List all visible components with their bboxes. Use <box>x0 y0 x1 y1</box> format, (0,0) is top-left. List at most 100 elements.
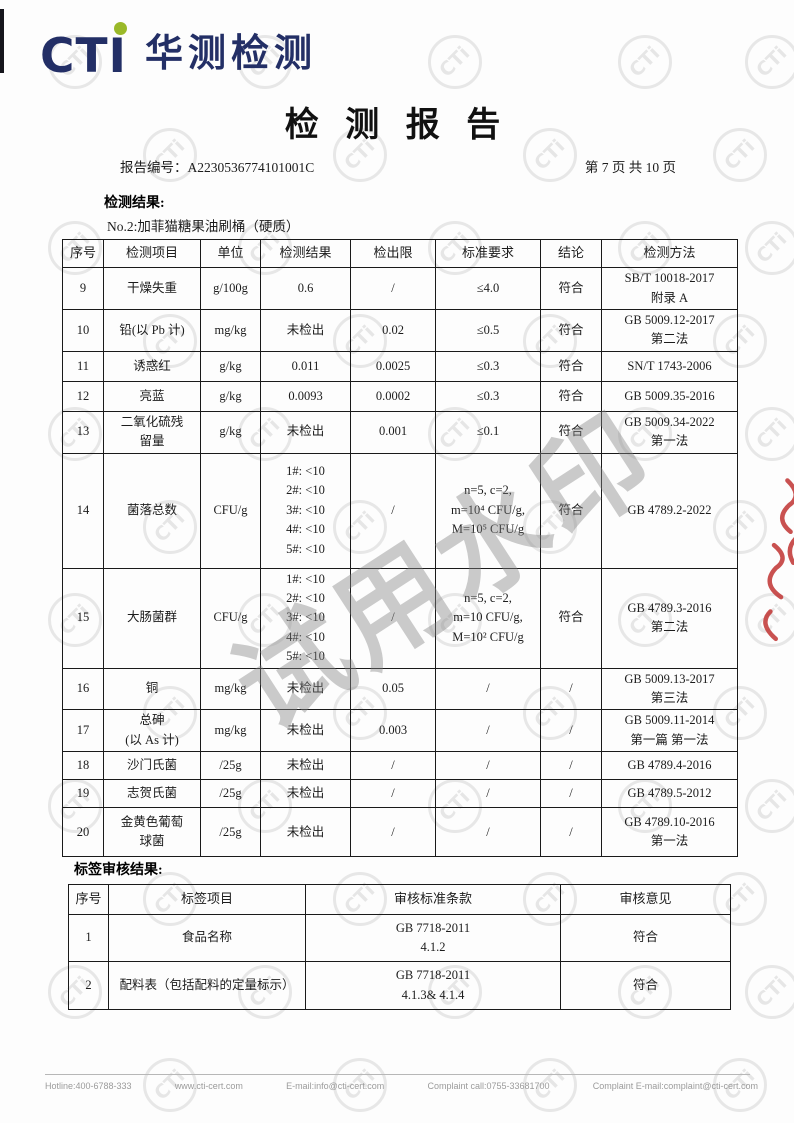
results-table: 序号 检测项目 单位 检测结果 检出限 标准要求 结论 检测方法 9 干燥失重 g/… <box>62 239 738 858</box>
cell-opinion: 符合 <box>560 914 731 962</box>
results-table-body: 9 干燥失重 g/100g 0.6/≤4.0 符合 SB/T 10018-2017 附录 A… <box>62 267 738 858</box>
cell-method: SB/T 10018-2017 附录 A <box>601 267 738 310</box>
cell-no: 11 <box>62 350 104 382</box>
cell-method: GB 5009.35-2016 <box>601 380 738 412</box>
cell-conclusion: 符合 <box>540 350 602 382</box>
label-table-body: 1 食品名称 GB 7718-2011 4.1.2 符合 2 配料表（包括配料的定量标示） G… <box>68 914 731 1010</box>
cell-conclusion: / <box>540 751 602 781</box>
table-row: 13 二氧化硫残 留量 g/kg 未检出 0.001 ≤0.1 符合 GB 5009.34-20… <box>62 410 738 454</box>
results-heading: 检测结果: <box>104 196 165 211</box>
cell-limit: / <box>350 267 436 310</box>
cti-stamp-watermark-icon: CTi <box>745 593 794 647</box>
table-row: 12 亮蓝 g/kg 0.0093 0.0002 ≤0.3 符合 GB 5009.35-201… <box>62 380 738 412</box>
cell-no: 16 <box>62 667 104 711</box>
cell-result: 未检出 <box>260 807 351 858</box>
cell-item: 亮蓝 <box>103 380 201 412</box>
red-stamp-fragment <box>763 478 794 642</box>
cell-requirement: / <box>435 667 541 711</box>
report-number-value: A2230536774101001C <box>187 160 315 175</box>
cell-limit: 0.001 <box>350 410 436 454</box>
cell-result: 0.011 <box>260 350 351 382</box>
col-header-no: 序号 <box>62 239 104 268</box>
footer: Hotline:400-6788-333 www.cti-cert.com E-… <box>45 1081 758 1091</box>
cti-stamp-watermark-icon: CTi <box>745 35 794 89</box>
cell-requirement: n=5, c=2, m=10⁴ CFU/g, M=10⁵ CFU/g <box>435 452 541 569</box>
cell-unit: /25g <box>200 779 261 809</box>
cti-stamp-watermark-icon: CTi <box>428 35 482 89</box>
page-indicator: 第 7 页 共 10 页 <box>584 160 676 175</box>
cell-result: 1#: <10 2#: <10 3#: <10 4#: <10 5#: <10 <box>260 567 351 669</box>
cell-limit: / <box>350 567 436 669</box>
cell-method: SN/T 1743-2006 <box>601 350 738 382</box>
cell-method: GB 4789.10-2016 第一法 <box>601 807 738 858</box>
cell-requirement: / <box>435 709 541 753</box>
logo-green-dot-icon <box>114 22 128 35</box>
table-row: 9 干燥失重 g/100g 0.6/≤4.0 符合 SB/T 10018-2017 附录 A <box>62 267 738 310</box>
cell-limit: / <box>350 452 436 569</box>
cell-result: 未检出 <box>260 667 351 711</box>
cell-limit: 0.0002 <box>350 380 436 412</box>
cell-conclusion: / <box>540 807 602 858</box>
table-row: 20 金黄色葡萄 球菌/25g 未检出 / / / GB 4789.10-2016 第一法 <box>62 807 738 858</box>
cell-method: GB 4789.5-2012 <box>601 779 738 809</box>
footer-divider <box>45 1074 750 1075</box>
scan-artifact <box>0 9 4 73</box>
cell-method: GB 5009.12-2017 第二法 <box>601 309 738 352</box>
cell-limit: 0.02 <box>350 309 436 352</box>
col-header-result: 检测结果 <box>260 239 351 268</box>
footer-complaint-email: Complaint E-mail:complaint@cti-cert.com <box>592 1081 758 1091</box>
cell-method: GB 4789.4-2016 <box>601 751 738 781</box>
cell-result: 0.0093 <box>260 380 351 412</box>
col-header-opinion: 审核意见 <box>560 884 731 915</box>
cell-method: GB 5009.11-2014 第一篇 第一法 <box>601 709 738 753</box>
cell-result: 未检出 <box>260 779 351 809</box>
cell-conclusion: 符合 <box>540 380 602 412</box>
cell-unit: CFU/g <box>200 567 261 669</box>
cell-clause: GB 7718-2011 4.1.2 <box>305 914 561 962</box>
cell-requirement: / <box>435 779 541 809</box>
cell-conclusion: 符合 <box>540 567 602 669</box>
cell-item: 大肠菌群 <box>103 567 201 669</box>
footer-website: www.cti-cert.com <box>174 1081 243 1091</box>
cell-no: 10 <box>62 309 104 352</box>
cell-requirement: ≤4.0 <box>435 267 541 310</box>
label-table-header-row: 序号 标签项目 审核标准条款 审核意见 <box>68 884 731 915</box>
cell-unit: mg/kg <box>200 667 261 711</box>
cell-no: 12 <box>62 380 104 412</box>
report-meta: 报告编号：A2230536774101001C 第 7 页 共 10 页 <box>120 156 676 176</box>
cell-result: 未检出 <box>260 410 351 454</box>
col-header-clause: 审核标准条款 <box>305 884 561 915</box>
cell-limit: / <box>350 751 436 781</box>
cell-item: 干燥失重 <box>103 267 201 310</box>
cell-requirement: ≤0.3 <box>435 350 541 382</box>
cell-item: 沙门氏菌 <box>103 751 201 781</box>
cell-conclusion: / <box>540 667 602 711</box>
cell-requirement: n=5, c=2, m=10 CFU/g, M=10² CFU/g <box>435 567 541 669</box>
col-header-unit: 单位 <box>200 239 261 268</box>
cell-unit: g/100g <box>200 267 261 310</box>
cell-limit: 0.05 <box>350 667 436 711</box>
cell-unit: mg/kg <box>200 309 261 352</box>
cti-logo-chinese: 华测检测 <box>145 31 318 75</box>
cell-conclusion: 符合 <box>540 267 602 310</box>
cell-item: 铜 <box>103 667 201 711</box>
cti-stamp-watermark-icon: CTi <box>745 221 794 275</box>
table-row: 18 沙门氏菌/25g 未检出 / / / GB 4789.4-2016 <box>62 751 738 781</box>
cell-unit: /25g <box>200 807 261 858</box>
cell-label-item: 配料表（包括配料的定量标示） <box>108 961 306 1010</box>
cti-stamp-watermark-icon: CTi <box>745 779 794 833</box>
cell-requirement: ≤0.5 <box>435 309 541 352</box>
cell-label-item: 食品名称 <box>108 914 306 962</box>
col-header-label-no: 序号 <box>68 884 109 915</box>
page-title: 检 测 报 告 <box>284 107 510 144</box>
cell-limit: / <box>350 779 436 809</box>
cell-requirement: ≤0.3 <box>435 380 541 412</box>
cell-requirement: / <box>435 751 541 781</box>
cell-no: 18 <box>62 751 104 781</box>
col-header-requirement: 标准要求 <box>435 239 541 268</box>
cell-unit: mg/kg <box>200 709 261 753</box>
cell-conclusion: 符合 <box>540 410 602 454</box>
cell-method: GB 5009.34-2022 第一法 <box>601 410 738 454</box>
cti-stamp-watermark-icon: CTi <box>745 965 794 1019</box>
